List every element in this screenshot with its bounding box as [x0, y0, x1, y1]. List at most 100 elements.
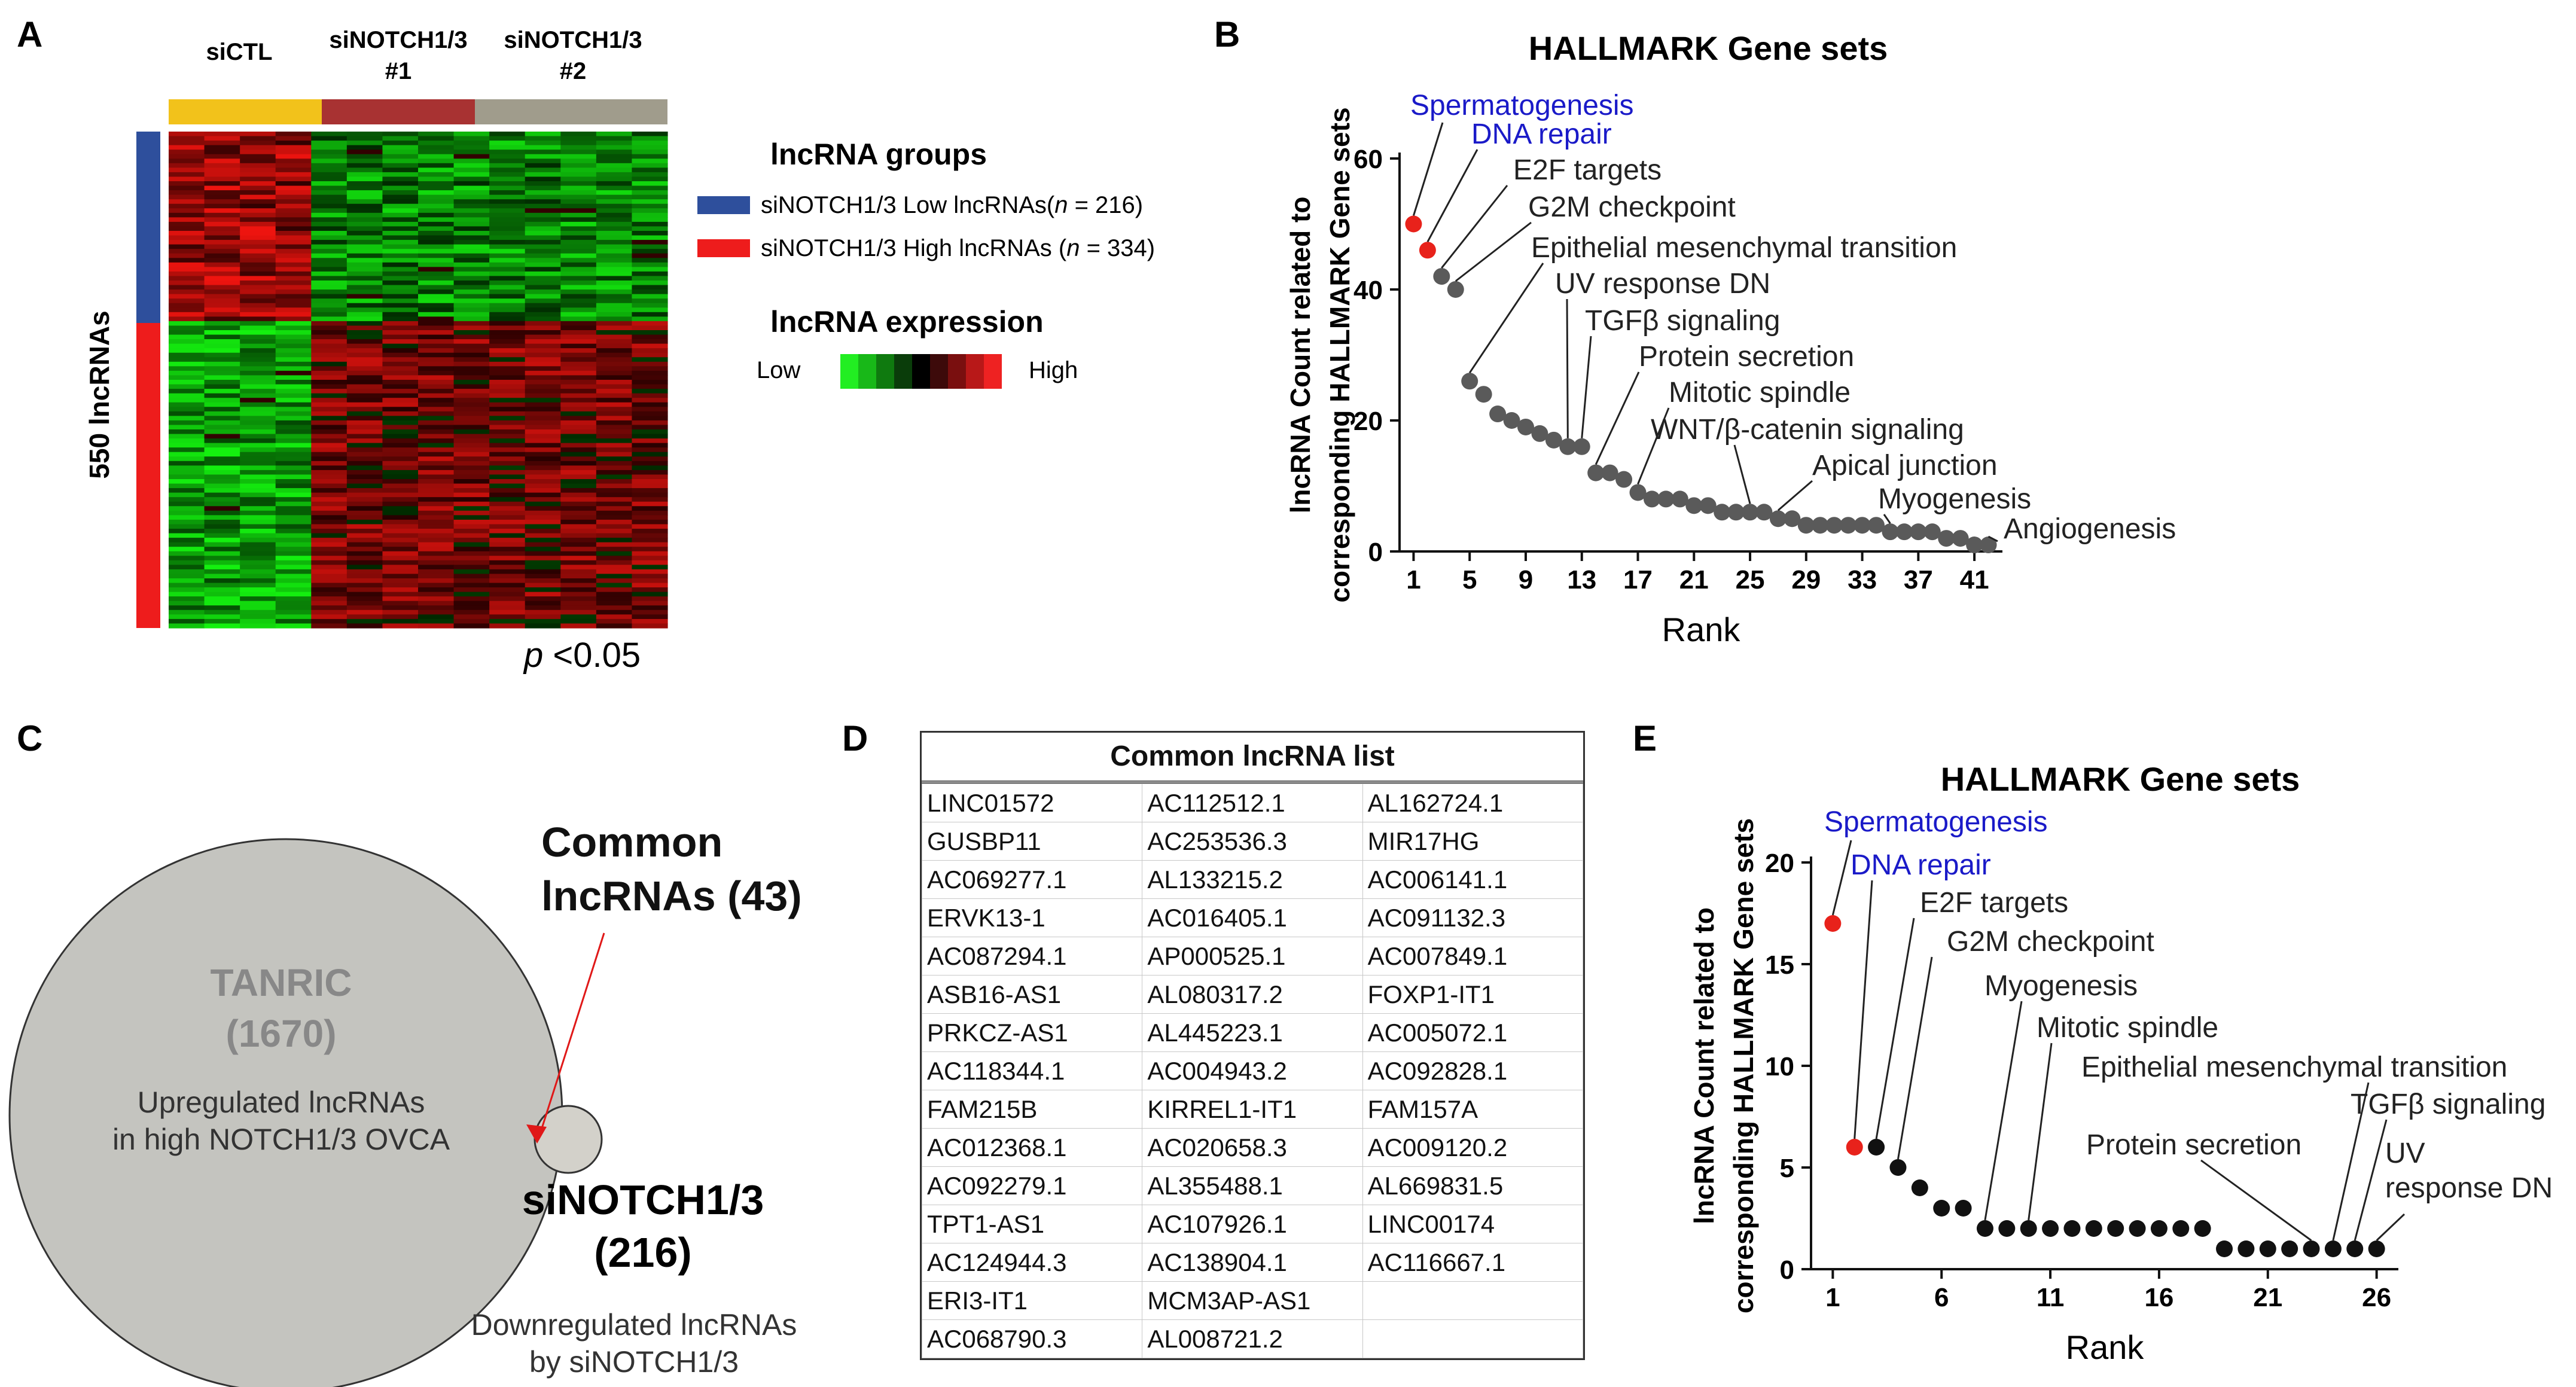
heatmap-cell: [418, 267, 455, 272]
heatmap-cell: [453, 452, 490, 457]
heatmap-cell: [204, 605, 240, 611]
heatmap-cell: [632, 307, 668, 313]
heatmap-cell: [560, 298, 597, 304]
heatmap-cell: [489, 181, 526, 187]
heatmap-cell: [275, 411, 312, 416]
heatmap-cell: [525, 569, 561, 575]
heatmap-cell: [275, 267, 312, 272]
heatmap-cell: [596, 181, 633, 187]
heatmap-cell: [596, 217, 633, 222]
heatmap-cell: [240, 348, 276, 353]
heatmap-cell: [525, 199, 561, 205]
heatmap-cell: [346, 600, 383, 606]
heatmap-cell: [204, 398, 240, 403]
heatmap-cell: [418, 492, 455, 498]
heatmap-cell: [204, 312, 240, 317]
heatmap-cell: [632, 271, 668, 277]
heatmap-cell: [382, 158, 419, 164]
heatmap-cell: [525, 605, 561, 611]
heatmap-cell: [632, 461, 668, 466]
heatmap-cell: [418, 515, 455, 520]
x-tick-label: 17: [1623, 565, 1653, 595]
heatmap-cell: [204, 501, 240, 507]
heatmap-cell: [346, 434, 383, 439]
heatmap-cell: [204, 334, 240, 340]
heatmap-cell: [418, 281, 455, 286]
table-cell: AC138904.1: [1142, 1243, 1363, 1282]
heatmap-cell: [311, 357, 347, 362]
table-cell: AL133215.2: [1142, 860, 1363, 899]
heatmap-cell: [311, 298, 347, 304]
heatmap-cell: [453, 203, 490, 209]
heatmap-cell: [169, 150, 205, 155]
heatmap-cell: [596, 267, 633, 272]
heatmap-cell: [382, 258, 419, 263]
heatmap-cell: [489, 325, 526, 331]
heatmap-cell: [275, 348, 312, 353]
heatmap-cell: [560, 556, 597, 561]
heatmap-cell: [560, 141, 597, 146]
heatmap-cell: [453, 533, 490, 538]
heatmap-cell: [169, 583, 205, 588]
heatmap-cell: [346, 212, 383, 218]
heatmap-cell: [418, 141, 455, 146]
x-tick-label: 41: [1960, 565, 1989, 595]
heatmap-cell: [596, 538, 633, 543]
heatmap-cell: [632, 352, 668, 358]
annotation-leader: [1637, 407, 1670, 485]
panel-label-d: D: [842, 718, 868, 758]
heatmap-cell: [311, 529, 347, 534]
heatmap-cell: [489, 456, 526, 462]
annotation-label: TGFβ signaling: [2351, 1089, 2545, 1120]
heatmap-cell: [169, 547, 205, 552]
heatmap-cell: [632, 538, 668, 543]
heatmap-cell: [204, 569, 240, 575]
heatmap-cell: [240, 447, 276, 453]
heatmap-cell: [489, 163, 526, 168]
heatmap-cell: [204, 434, 240, 439]
heatmap-cell: [489, 370, 526, 376]
heatmap-cell: [632, 560, 668, 565]
heatmap-cell: [453, 366, 490, 371]
heatmap-cell: [311, 506, 347, 511]
heatmap-cell: [525, 150, 561, 155]
heatmap-cell: [169, 334, 205, 340]
table-cell: TPT1-AS1: [921, 1205, 1143, 1243]
heatmap-cell: [204, 240, 240, 245]
heatmap-cell: [240, 145, 276, 150]
heatmap-cell: [311, 425, 347, 430]
table-cell: [1362, 1281, 1584, 1320]
heatmap-cell: [204, 407, 240, 412]
heatmap-cell: [418, 154, 455, 159]
table-cell: AL445223.1: [1142, 1013, 1363, 1052]
data-point: [1545, 431, 1562, 449]
data-point: [1671, 490, 1688, 508]
heatmap-cell: [240, 221, 276, 227]
heatmap-cell: [632, 488, 668, 493]
heatmap-cell: [489, 524, 526, 529]
heatmap-cell: [346, 578, 383, 584]
heatmap-cell: [169, 497, 205, 502]
heatmap-cell: [311, 569, 347, 575]
heatmap-cell: [275, 303, 312, 308]
data-point: [1846, 1139, 1863, 1156]
heatmap-cell: [204, 465, 240, 471]
heatmap-cell: [240, 479, 276, 484]
heatmap-cell: [418, 343, 455, 349]
heatmap-cell: [453, 623, 490, 629]
heatmap-cell: [418, 479, 455, 484]
heatmap-cell: [311, 461, 347, 466]
heatmap-cell: [275, 402, 312, 407]
heatmap-cell: [275, 154, 312, 159]
heatmap-cell: [489, 303, 526, 308]
heatmap-cell: [560, 244, 597, 249]
heatmap-legend-title: lncRNA groups: [770, 138, 987, 171]
heatmap-cell: [382, 474, 419, 480]
heatmap-cell: [560, 226, 597, 231]
heatmap-cell: [560, 583, 597, 588]
heatmap-cell: [489, 488, 526, 493]
heatmap-cell: [169, 281, 205, 286]
panel-label-c: C: [17, 718, 42, 758]
heatmap-cell: [560, 289, 597, 295]
heatmap-cell: [240, 600, 276, 606]
